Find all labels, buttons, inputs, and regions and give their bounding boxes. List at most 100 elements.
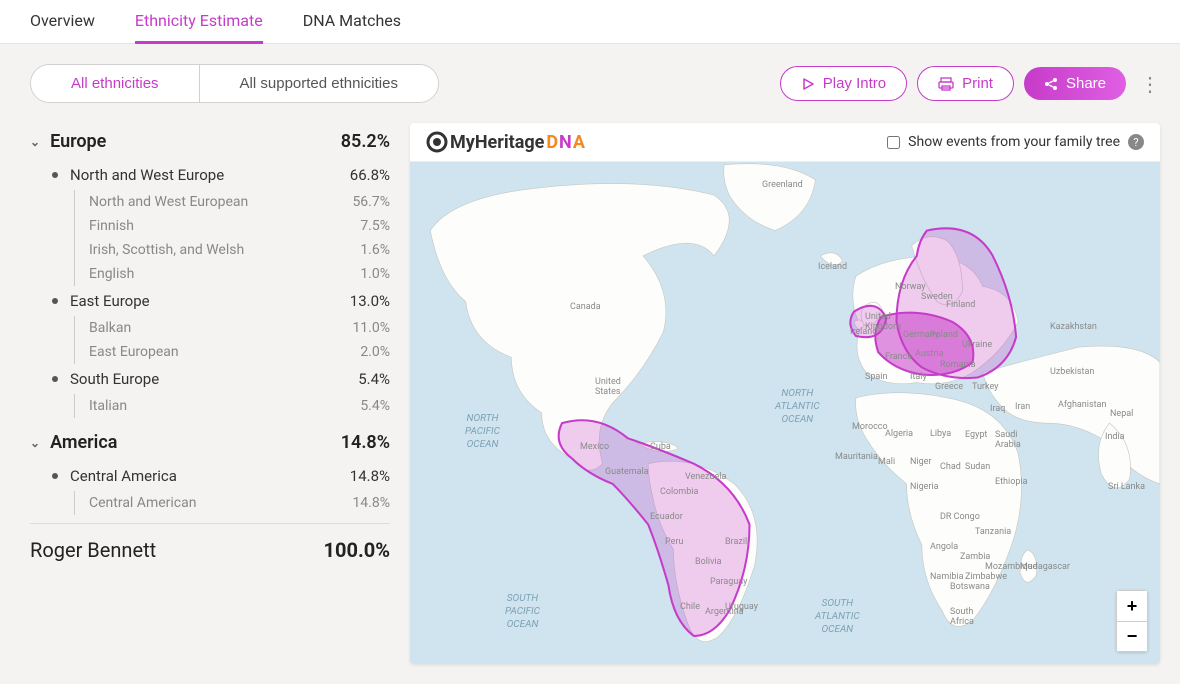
country-label: DR Congo [940,512,980,522]
seg-all-supported[interactable]: All supported ethnicities [199,65,438,102]
share-button[interactable]: Share [1024,67,1126,100]
tab-ethnicity-estimate[interactable]: Ethnicity Estimate [135,0,263,44]
ocean-label: SOUTH ATLANTIC OCEAN [815,597,860,636]
dna-tabs: Overview Ethnicity Estimate DNA Matches [0,0,1180,44]
ethnicity-name: Irish, Scottish, and Welsh [89,242,244,258]
map-zoom-controls: + − [1116,590,1148,652]
help-icon[interactable]: ? [1128,134,1144,150]
ethnicity-row[interactable]: North and West European56.7% [74,190,390,214]
ethnicity-name: Balkan [89,320,131,336]
ethnicity-row[interactable]: English 1.0% [74,262,390,286]
subregion-pct: 14.8% [350,467,390,485]
country-label: United States [595,377,621,397]
ethnicity-pct: 11.0% [352,320,390,336]
seg-all-ethnicities[interactable]: All ethnicities [31,65,199,102]
show-events-toggle[interactable]: Show events from your family tree ? [887,134,1144,150]
region-header[interactable]: ⌄Europe85.2% [30,123,390,160]
ethnicity-name: Central American [89,495,196,511]
chevron-down-icon: ⌄ [30,135,40,149]
region-header[interactable]: ⌄ America 14.8% [30,424,390,461]
country-label: Norway [895,282,926,292]
subregion-name: Central America [70,467,177,485]
ethnicity-breakdown-panel: ⌄Europe85.2%North and West Europe66.8%No… [30,123,390,664]
country-label: Ecuador [650,512,683,522]
play-intro-button[interactable]: Play Intro [780,66,907,101]
country-label: Nepal [1110,409,1133,419]
divider [30,523,390,524]
country-label: Guatemala [605,467,649,477]
ethnicity-pct: 14.8% [352,495,390,511]
country-label: Colombia [660,487,698,497]
ethnicity-row[interactable]: Central American 14.8% [74,491,390,515]
country-label: Saudi Arabia [995,430,1021,450]
logo-icon [426,131,448,153]
country-label: Zambia [960,552,990,562]
country-label: Bolivia [695,557,722,567]
subregion-row[interactable]: Central America 14.8% [30,461,390,491]
total-row: Roger Bennett100.0% [30,532,390,562]
tab-dna-matches[interactable]: DNA Matches [303,0,401,44]
ethnicity-row[interactable]: Italian5.4% [74,394,390,418]
ethnicity-row[interactable]: Finnish7.5% [74,214,390,238]
tab-overview[interactable]: Overview [30,0,95,44]
bullet-icon [52,172,58,178]
ethnicity-name: English [89,266,134,282]
subregion-pct: 5.4% [358,370,390,388]
country-label: Brazil [725,537,747,547]
bullet-icon [52,376,58,382]
map-panel: MyHeritageDNA Show events from your fami… [410,123,1160,664]
country-label: Sudan [965,462,990,472]
country-label: Nigeria [910,482,939,492]
show-events-label: Show events from your family tree [908,134,1120,150]
subregion-name: South Europe [70,370,159,388]
map-header: MyHeritageDNA Show events from your fami… [410,123,1160,162]
country-label: Greenland [762,180,803,190]
country-label: Egypt [965,430,987,440]
country-label: Uruguay [725,602,758,612]
ethnicity-name: Finnish [89,218,134,234]
subregion-row[interactable]: North and West Europe66.8% [30,160,390,190]
country-label: Romania [940,360,976,370]
subregion-name: East Europe [70,292,150,310]
ethnicity-row[interactable]: Balkan 11.0% [74,316,390,340]
subregion-row[interactable]: East Europe13.0% [30,286,390,316]
world-map[interactable]: + − NORTH PACIFIC OCEANNORTH ATLANTIC OC… [410,162,1160,664]
ethnicity-pct: 5.4% [360,398,390,414]
toolbar: All ethnicities All supported ethnicitie… [0,44,1180,113]
subregion-name: North and West Europe [70,166,224,184]
play-icon [801,77,815,91]
show-events-checkbox[interactable] [887,136,900,149]
play-intro-label: Play Intro [823,75,886,92]
more-menu-icon[interactable]: ⋮ [1140,74,1160,94]
print-button[interactable]: Print [917,66,1014,101]
country-label: Sri Lanka [1108,482,1145,492]
country-label: Poland [930,330,958,340]
region-pct: 85.2% [341,131,390,152]
country-label: Libya [930,429,951,439]
bullet-icon [52,298,58,304]
ethnicity-filter-segmented: All ethnicities All supported ethnicitie… [30,64,439,103]
country-label: Turkey [972,382,998,392]
country-label: Cuba [650,442,671,452]
country-label: Botswana [950,582,990,592]
country-label: Canada [570,302,601,312]
subregion-row[interactable]: South Europe 5.4% [30,364,390,394]
country-label: Tanzania [975,527,1011,537]
country-label: Ethiopia [995,477,1027,487]
myheritage-dna-logo: MyHeritageDNA [426,131,586,153]
ethnicity-pct: 2.0% [360,344,390,360]
country-label: Algeria [885,429,913,439]
region-pct: 14.8% [341,432,390,453]
country-label: Paraguay [710,577,747,587]
country-label: Chile [680,602,700,612]
ethnicity-row[interactable]: East European2.0% [74,340,390,364]
zoom-out-button[interactable]: − [1117,621,1147,651]
zoom-in-button[interactable]: + [1117,591,1147,621]
country-label: Italy [910,372,927,382]
country-label: South Africa [950,607,974,627]
ethnicity-pct: 1.0% [360,266,390,282]
ethnicity-row[interactable]: Irish, Scottish, and Welsh1.6% [74,238,390,262]
chevron-down-icon: ⌄ [30,436,40,450]
region-name: America [50,432,117,453]
ocean-label: NORTH PACIFIC OCEAN [465,412,500,451]
